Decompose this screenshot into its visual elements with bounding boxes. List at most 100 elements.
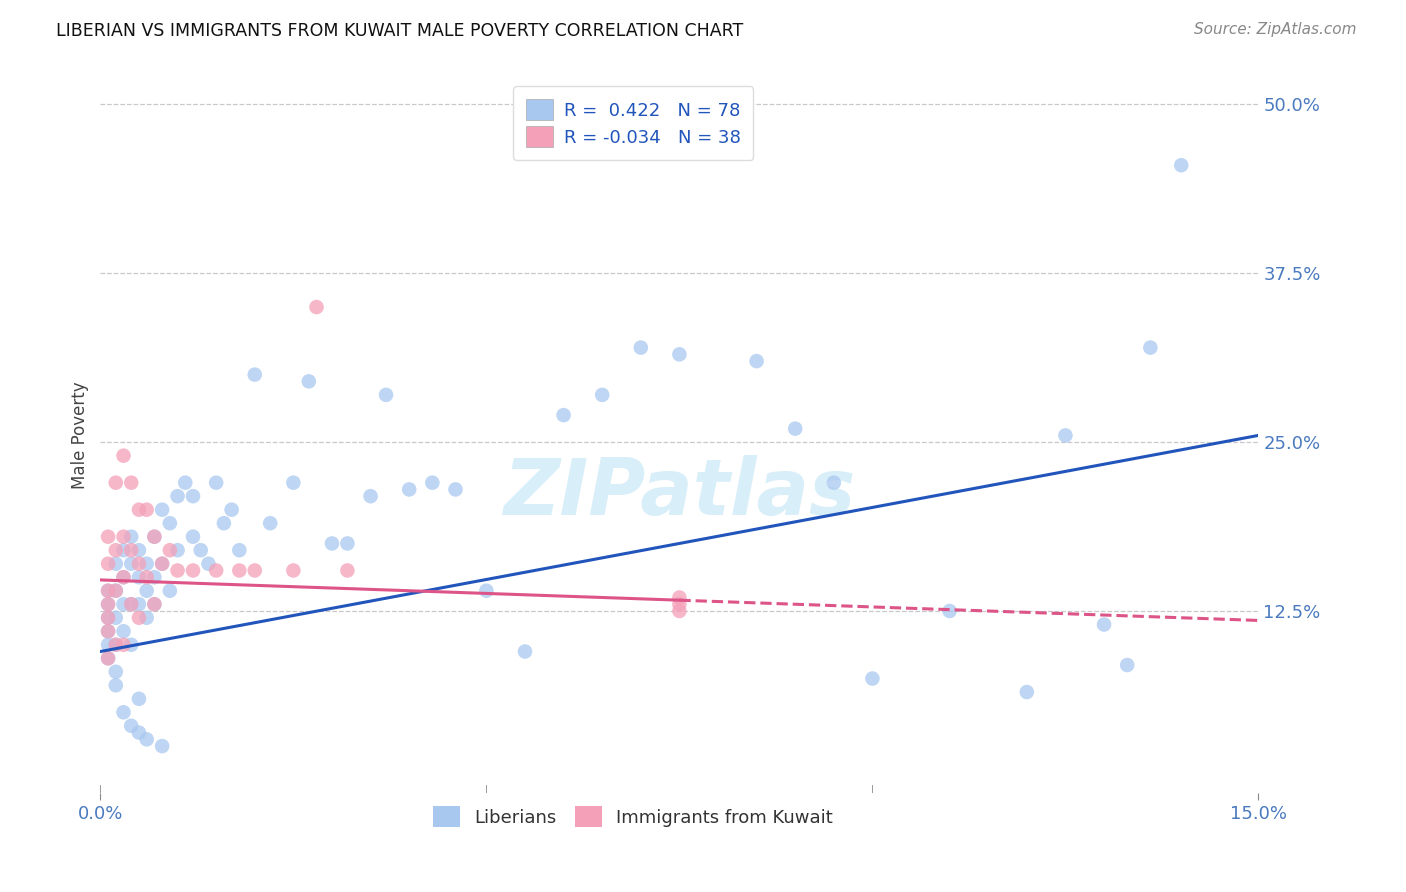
- Point: [221, 502, 243, 516]
- Point: [205, 475, 228, 490]
- Point: [97, 530, 120, 544]
- Point: [150, 739, 173, 753]
- Point: [375, 388, 398, 402]
- Point: [283, 475, 305, 490]
- Point: [228, 564, 250, 578]
- Point: [243, 368, 266, 382]
- Point: [143, 570, 166, 584]
- Point: [181, 530, 204, 544]
- Y-axis label: Male Poverty: Male Poverty: [72, 382, 89, 489]
- Point: [143, 530, 166, 544]
- Point: [143, 530, 166, 544]
- Point: [785, 422, 807, 436]
- Point: [166, 564, 188, 578]
- Point: [104, 557, 127, 571]
- Point: [166, 489, 188, 503]
- Point: [97, 638, 120, 652]
- Point: [104, 475, 127, 490]
- Point: [1116, 658, 1139, 673]
- Point: [398, 483, 420, 497]
- Point: [1054, 428, 1077, 442]
- Point: [591, 388, 613, 402]
- Point: [97, 597, 120, 611]
- Point: [150, 502, 173, 516]
- Point: [112, 570, 135, 584]
- Point: [128, 597, 150, 611]
- Point: [823, 475, 845, 490]
- Point: [104, 583, 127, 598]
- Point: [97, 624, 120, 639]
- Point: [190, 543, 212, 558]
- Point: [104, 678, 127, 692]
- Point: [135, 732, 157, 747]
- Point: [97, 624, 120, 639]
- Point: [1139, 341, 1161, 355]
- Point: [120, 530, 142, 544]
- Point: [112, 570, 135, 584]
- Point: [360, 489, 382, 503]
- Point: [150, 557, 173, 571]
- Point: [135, 583, 157, 598]
- Point: [128, 543, 150, 558]
- Point: [150, 557, 173, 571]
- Point: [181, 489, 204, 503]
- Point: [159, 583, 181, 598]
- Point: [420, 475, 443, 490]
- Point: [938, 604, 960, 618]
- Point: [668, 597, 690, 611]
- Point: [197, 557, 219, 571]
- Point: [174, 475, 197, 490]
- Point: [97, 651, 120, 665]
- Point: [159, 543, 181, 558]
- Point: [128, 557, 150, 571]
- Point: [112, 530, 135, 544]
- Point: [112, 638, 135, 652]
- Point: [104, 543, 127, 558]
- Point: [1015, 685, 1038, 699]
- Point: [1170, 158, 1192, 172]
- Point: [128, 611, 150, 625]
- Point: [97, 611, 120, 625]
- Point: [135, 611, 157, 625]
- Point: [630, 341, 652, 355]
- Point: [112, 624, 135, 639]
- Point: [181, 564, 204, 578]
- Point: [1092, 617, 1115, 632]
- Point: [120, 719, 142, 733]
- Point: [668, 347, 690, 361]
- Point: [135, 502, 157, 516]
- Point: [97, 583, 120, 598]
- Point: [120, 638, 142, 652]
- Point: [112, 449, 135, 463]
- Point: [336, 564, 359, 578]
- Point: [104, 665, 127, 679]
- Text: ZIPatlas: ZIPatlas: [503, 455, 855, 531]
- Point: [166, 543, 188, 558]
- Point: [143, 597, 166, 611]
- Point: [112, 597, 135, 611]
- Point: [97, 597, 120, 611]
- Point: [513, 644, 536, 658]
- Point: [321, 536, 343, 550]
- Point: [104, 611, 127, 625]
- Point: [97, 611, 120, 625]
- Point: [444, 483, 467, 497]
- Point: [228, 543, 250, 558]
- Point: [143, 597, 166, 611]
- Text: Source: ZipAtlas.com: Source: ZipAtlas.com: [1194, 22, 1357, 37]
- Legend: Liberians, Immigrants from Kuwait: Liberians, Immigrants from Kuwait: [426, 799, 841, 834]
- Point: [862, 672, 884, 686]
- Point: [212, 516, 235, 531]
- Point: [97, 583, 120, 598]
- Point: [112, 706, 135, 720]
- Text: LIBERIAN VS IMMIGRANTS FROM KUWAIT MALE POVERTY CORRELATION CHART: LIBERIAN VS IMMIGRANTS FROM KUWAIT MALE …: [56, 22, 744, 40]
- Point: [305, 300, 328, 314]
- Point: [475, 583, 498, 598]
- Point: [259, 516, 281, 531]
- Point: [112, 543, 135, 558]
- Point: [120, 557, 142, 571]
- Point: [104, 638, 127, 652]
- Point: [128, 725, 150, 739]
- Point: [283, 564, 305, 578]
- Point: [120, 543, 142, 558]
